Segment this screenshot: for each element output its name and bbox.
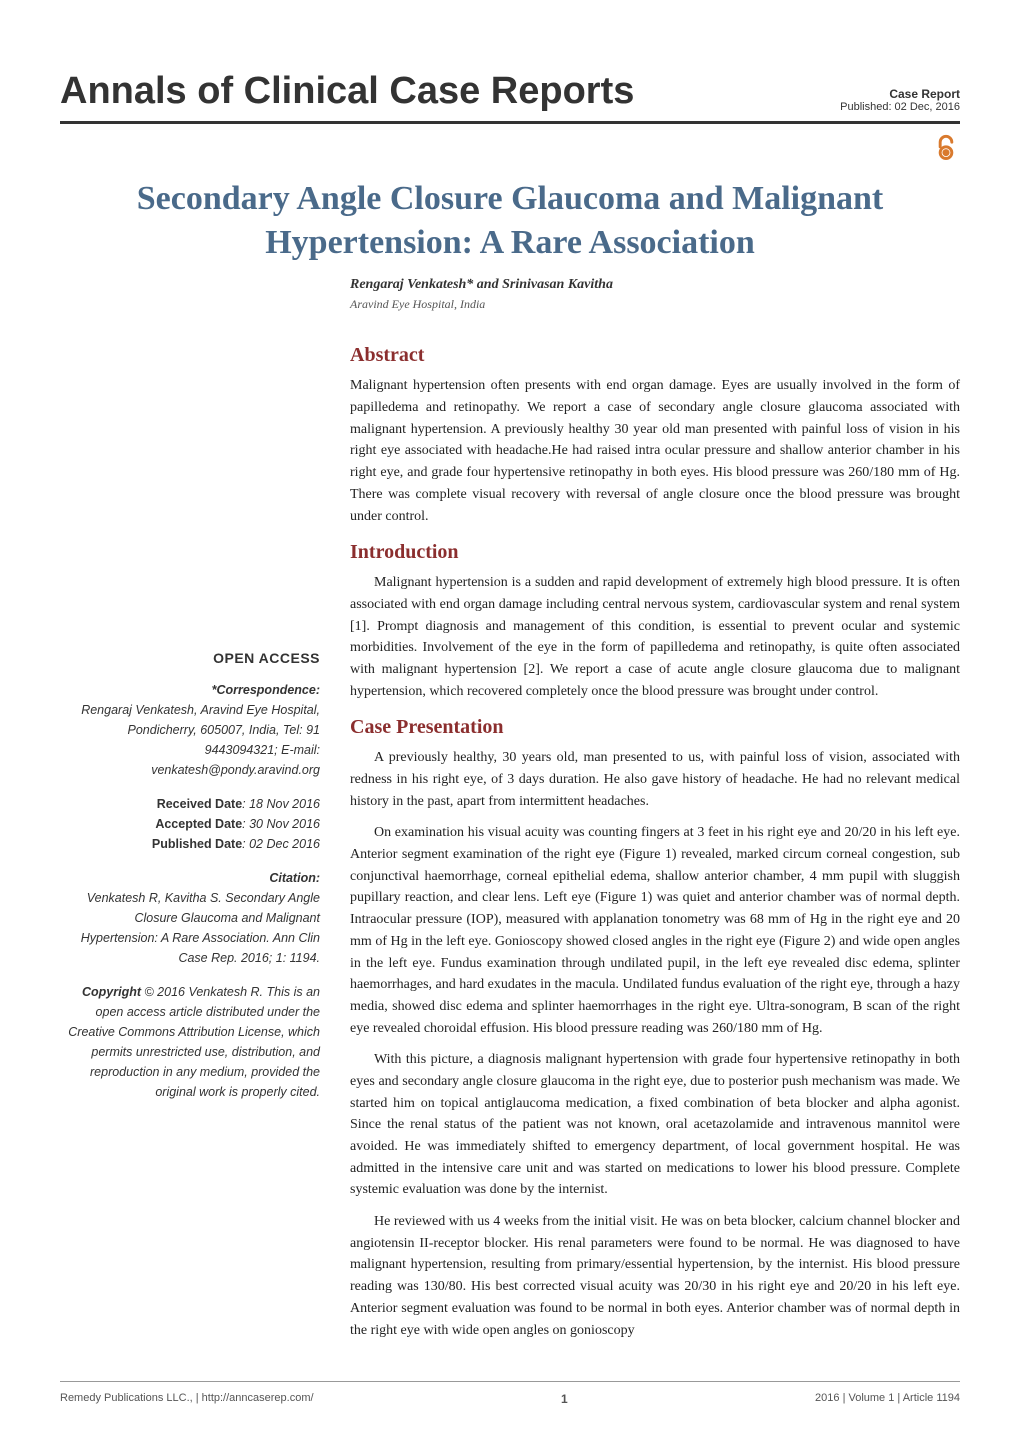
- received-value: : 18 Nov 2016: [242, 797, 320, 811]
- introduction-heading: Introduction: [350, 541, 960, 564]
- copyright-block: Copyright © 2016 Venkatesh R. This is an…: [60, 982, 320, 1102]
- correspondence-block: *Correspondence: Rengaraj Venkatesh, Ara…: [60, 680, 320, 780]
- copyright-text: © 2016 Venkatesh R. This is an open acce…: [68, 985, 320, 1099]
- introduction-text: Malignant hypertension is a sudden and r…: [350, 572, 960, 702]
- case-heading: Case Presentation: [350, 716, 960, 739]
- main-content: Abstract Malignant hypertension often pr…: [350, 330, 960, 1351]
- published-date: Published: 02 Dec, 2016: [840, 101, 960, 113]
- accepted-label: Accepted Date: [155, 817, 242, 831]
- case-p1: A previously healthy, 30 years old, man …: [350, 747, 960, 812]
- published-value: : 02 Dec 2016: [242, 837, 320, 851]
- sidebar: OPEN ACCESS *Correspondence: Rengaraj Ve…: [60, 650, 320, 1102]
- citation-label: Citation:: [269, 871, 320, 885]
- footer-right: 2016 | Volume 1 | Article 1194: [815, 1392, 960, 1406]
- correspondence-label: *Correspondence:: [212, 683, 320, 697]
- case-p3: With this picture, a diagnosis malignant…: [350, 1049, 960, 1201]
- dates-block: Received Date: 18 Nov 2016 Accepted Date…: [60, 794, 320, 854]
- affiliation: Aravind Eye Hospital, India: [350, 297, 960, 312]
- footer-left: Remedy Publications LLC., | http://annca…: [60, 1392, 314, 1406]
- footer-page-number: 1: [561, 1392, 568, 1406]
- received-label: Received Date: [157, 797, 242, 811]
- citation-block: Citation: Venkatesh R, Kavitha S. Second…: [60, 868, 320, 968]
- open-access-icon: [60, 134, 960, 167]
- open-access-label: OPEN ACCESS: [60, 650, 320, 666]
- abstract-heading: Abstract: [350, 344, 960, 367]
- footer: Remedy Publications LLC., | http://annca…: [60, 1381, 960, 1406]
- abstract-text: Malignant hypertension often presents wi…: [350, 375, 960, 527]
- case-p4: He reviewed with us 4 weeks from the ini…: [350, 1211, 960, 1341]
- article-title: Secondary Angle Closure Glaucoma and Mal…: [60, 177, 960, 265]
- published-label-side: Published Date: [152, 837, 242, 851]
- header-meta: Case Report Published: 02 Dec, 2016: [840, 87, 960, 113]
- accepted-value: : 30 Nov 2016: [242, 817, 320, 831]
- article-type-label: Case Report: [840, 87, 960, 101]
- authors: Rengaraj Venkatesh* and Srinivasan Kavit…: [350, 277, 960, 293]
- header: Annals of Clinical Case Reports Case Rep…: [60, 70, 960, 124]
- case-p2: On examination his visual acuity was cou…: [350, 822, 960, 1039]
- correspondence-text: Rengaraj Venkatesh, Aravind Eye Hospital…: [81, 703, 320, 777]
- journal-title: Annals of Clinical Case Reports: [60, 70, 634, 113]
- citation-text: Venkatesh R, Kavitha S. Secondary Angle …: [81, 891, 320, 965]
- copyright-label: Copyright: [82, 985, 141, 999]
